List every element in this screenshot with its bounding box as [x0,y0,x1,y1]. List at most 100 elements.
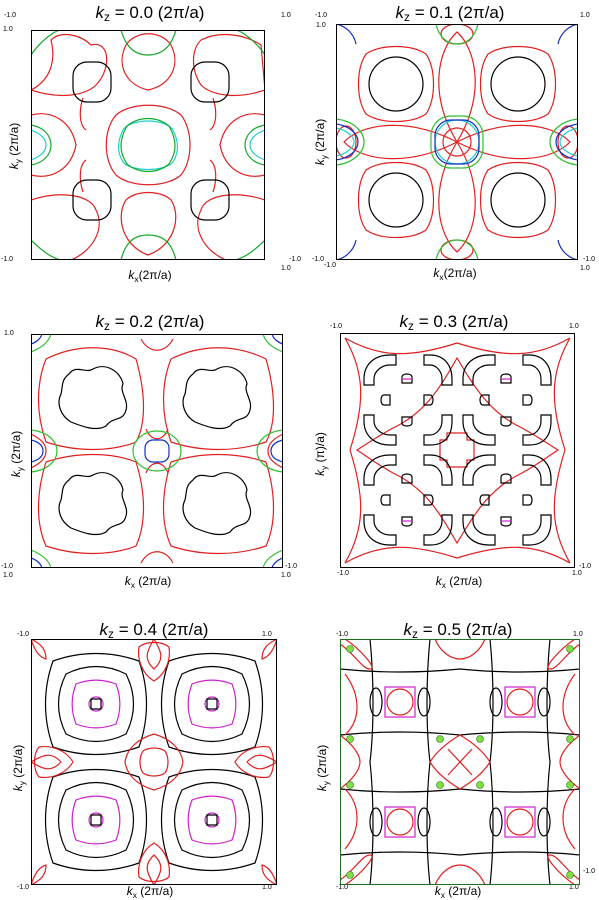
contour-red [340,639,373,670]
contour-blue [336,239,357,260]
contour-magenta [88,812,104,828]
contour-red [429,734,491,790]
tick-right-bottom: -1.0 [583,868,596,875]
contour-red [442,127,472,157]
contour-red [209,159,217,193]
tick-top-left: -1.0 [4,12,17,19]
contour-black [44,652,148,756]
contour-green [31,334,52,353]
contour-black [190,179,230,221]
x-axis-label: kx (2π/a) [434,884,482,900]
contour-green [435,239,479,260]
contour-black [368,172,424,228]
panel-title: kz = 0.3 (2π/a) [399,312,509,333]
contour-black [369,687,383,717]
contour-green [435,24,479,45]
point-green [436,735,444,743]
contour-green [31,549,52,568]
contour-blue [270,439,283,463]
contour-blue [557,24,578,45]
contour-red [192,34,265,96]
tick-bottom-right: 1.0 [281,265,291,272]
contour-red [340,734,361,790]
contour-red [355,356,560,545]
x-axis-label: kx (2π/a) [126,884,174,900]
panel-title: kz = 0.4 (2π/a) [99,620,209,641]
contour-black [500,416,512,427]
contour-red [386,808,414,836]
tick-right-bottom: -1.0 [583,256,596,263]
contour-black [423,494,434,506]
contour-black [58,472,128,536]
contour-red [562,673,576,736]
contour-red [562,788,576,850]
contour-black [401,416,413,427]
point-green [346,645,354,653]
tick-left-top: 1.0 [316,22,326,29]
contour-red [31,113,77,177]
contour-black [57,665,135,743]
tick-left-top: 1.0 [4,330,14,337]
plot-area [340,333,575,568]
tick-top-left: -1.0 [315,12,328,19]
contour-green [430,115,484,169]
contour-black [522,414,552,446]
contour-black [190,61,230,103]
contour-red [105,104,191,186]
contour-black [537,807,551,837]
tick-top-right: 1.0 [569,323,579,330]
contour-black [380,494,391,506]
contour-red [120,191,177,256]
contour-magenta [504,806,536,838]
contour-red [344,337,362,564]
tick-top-left: -1.0 [336,631,349,638]
contour-blue [336,24,357,45]
contour-black [160,768,264,872]
y-axis-label: ky (2π/a) [9,430,25,478]
point-green [566,871,574,879]
contour-black [340,851,580,856]
tick-bottom-left: -1.0 [324,262,337,269]
y-axis-label: ky (2π/a) [315,744,331,792]
contour-red [79,97,87,131]
contour-magenta [71,795,121,845]
tick-bottom-right: 1.0 [569,884,579,891]
contour-red [344,337,571,355]
tick-bottom-right: 1.0 [580,265,590,272]
contour-black [380,394,391,406]
contour-green [132,430,182,472]
contour-black [522,354,552,386]
contour-green [31,30,62,56]
tick-right-bottom: -1.0 [285,563,298,570]
contour-green [336,118,365,166]
contour-green [549,118,578,166]
contour-red [246,754,277,770]
contour-green [120,30,177,56]
contour-black [522,394,533,406]
x-axis-label: kx (2π/a) [124,574,172,590]
point-green [566,645,574,653]
tick-bottom-left: -1.0 [17,884,30,891]
plot-area [336,24,578,260]
contour-green [31,124,52,166]
contour-black [479,394,490,406]
contour-red [139,747,169,777]
contour-black [490,172,546,228]
contour-red [343,124,459,160]
x-axis-label: kx (2π/a) [435,574,483,590]
contour-blue [31,439,44,463]
plot-frame [31,639,277,885]
contour-blue [271,557,283,568]
contour-red [386,688,414,716]
panel-title: kz = 0.0 (2π/a) [95,3,205,24]
contour-red [439,432,475,468]
tick-bottom-left: -1.0 [337,570,350,577]
contour-blue [144,439,170,463]
contour-black [72,179,112,221]
contour-magenta [204,812,220,828]
plot-area [31,30,265,260]
contour-red [506,688,534,716]
contour-red [336,125,357,159]
contour-red [547,639,580,670]
contour-magenta [204,696,220,712]
